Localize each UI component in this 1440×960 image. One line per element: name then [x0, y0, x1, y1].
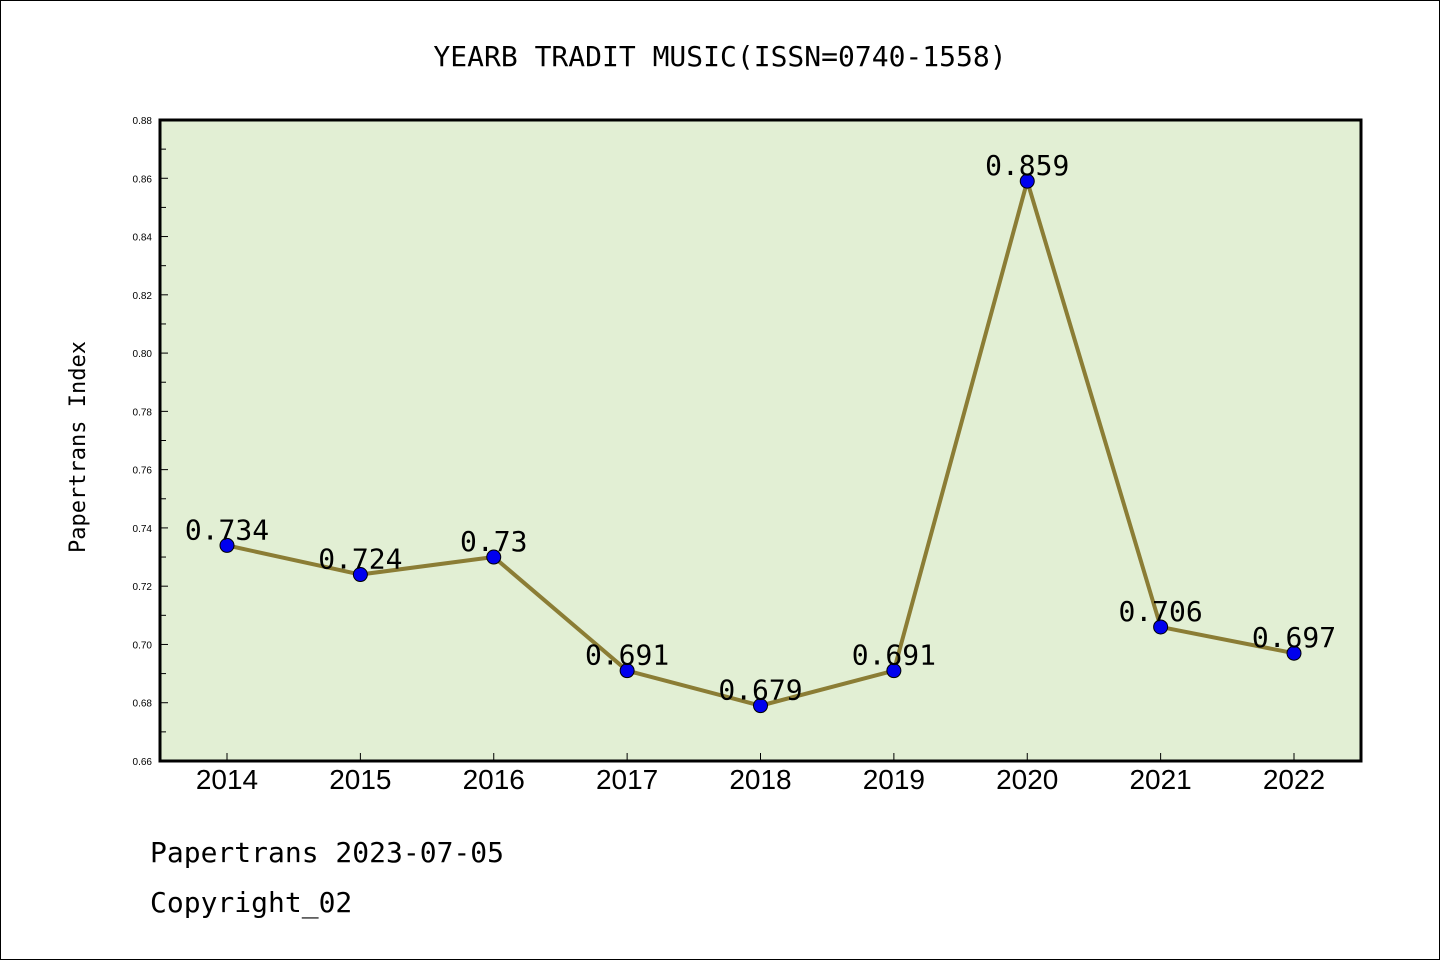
- y-tick-label: 0.76: [133, 466, 153, 477]
- x-tick-label: 2020: [996, 764, 1058, 795]
- x-tick-label: 2014: [196, 764, 258, 795]
- y-tick-label: 0.80: [133, 349, 153, 360]
- footer-source: Papertrans 2023-07-05: [150, 836, 505, 869]
- data-point: [619, 663, 635, 679]
- data-point: [486, 549, 502, 565]
- data-label: 0.691: [852, 639, 936, 672]
- y-tick-label: 0.66: [133, 757, 153, 768]
- x-tick-label: 2016: [463, 764, 525, 795]
- y-tick-label: 0.74: [133, 524, 153, 535]
- data-label: 0.734: [185, 513, 269, 546]
- data-point: [1286, 645, 1302, 661]
- y-axis-label: Papertrans Index: [66, 341, 91, 553]
- x-tick-label: 2018: [729, 764, 791, 795]
- data-point: [352, 567, 368, 583]
- y-tick-label: 0.70: [133, 640, 153, 651]
- data-labels: 0.734 0.724 0.73 0.691 0.679 0.691 0.859 0.706 0…: [185, 149, 1336, 706]
- x-axis: 2014 2015 2016 2017 2018 2019 2020 2021 2022: [196, 753, 1325, 795]
- footer-copyright: Copyright_02: [150, 886, 353, 919]
- data-point: [886, 663, 902, 679]
- data-label: 0.73: [460, 525, 527, 558]
- data-label: 0.691: [585, 639, 669, 672]
- x-tick-label: 2019: [863, 764, 925, 795]
- data-point: [753, 698, 768, 714]
- y-tick-label: 0.82: [133, 291, 153, 302]
- data-label: 0.859: [985, 149, 1069, 182]
- y-tick-label: 0.68: [133, 699, 153, 710]
- y-axis: 0.66 0.68 0.70 0.72 0.74 0.76 0.78 0.80 0.82 0.84…: [133, 116, 168, 768]
- y-tick-label: 0.72: [133, 582, 153, 593]
- data-point: [1019, 173, 1035, 189]
- chart-title: YEARB TRADIT MUSIC(ISSN=0740-1558): [433, 40, 1006, 73]
- x-tick-label: 2021: [1129, 764, 1191, 795]
- y-tick-label: 0.86: [133, 174, 153, 185]
- data-label: 0.706: [1118, 595, 1202, 628]
- data-point: [1153, 619, 1169, 635]
- plot-area: [158, 118, 1363, 763]
- data-points: [219, 173, 1302, 714]
- data-label: 0.724: [318, 543, 402, 576]
- x-tick-label: 2022: [1263, 764, 1325, 795]
- data-label: 0.697: [1252, 621, 1336, 654]
- y-tick-label: 0.84: [133, 233, 153, 244]
- y-tick-label: 0.88: [133, 116, 153, 127]
- x-tick-label: 2017: [596, 764, 658, 795]
- x-tick-label: 2015: [329, 764, 391, 795]
- data-point: [219, 537, 235, 553]
- data-label: 0.679: [718, 674, 802, 707]
- y-tick-label: 0.78: [133, 407, 153, 418]
